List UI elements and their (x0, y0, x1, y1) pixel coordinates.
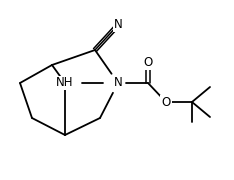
Text: N: N (114, 76, 122, 89)
Text: O: O (143, 57, 153, 69)
Text: O: O (161, 96, 171, 109)
Text: N: N (114, 19, 122, 32)
Text: NH: NH (56, 76, 74, 89)
